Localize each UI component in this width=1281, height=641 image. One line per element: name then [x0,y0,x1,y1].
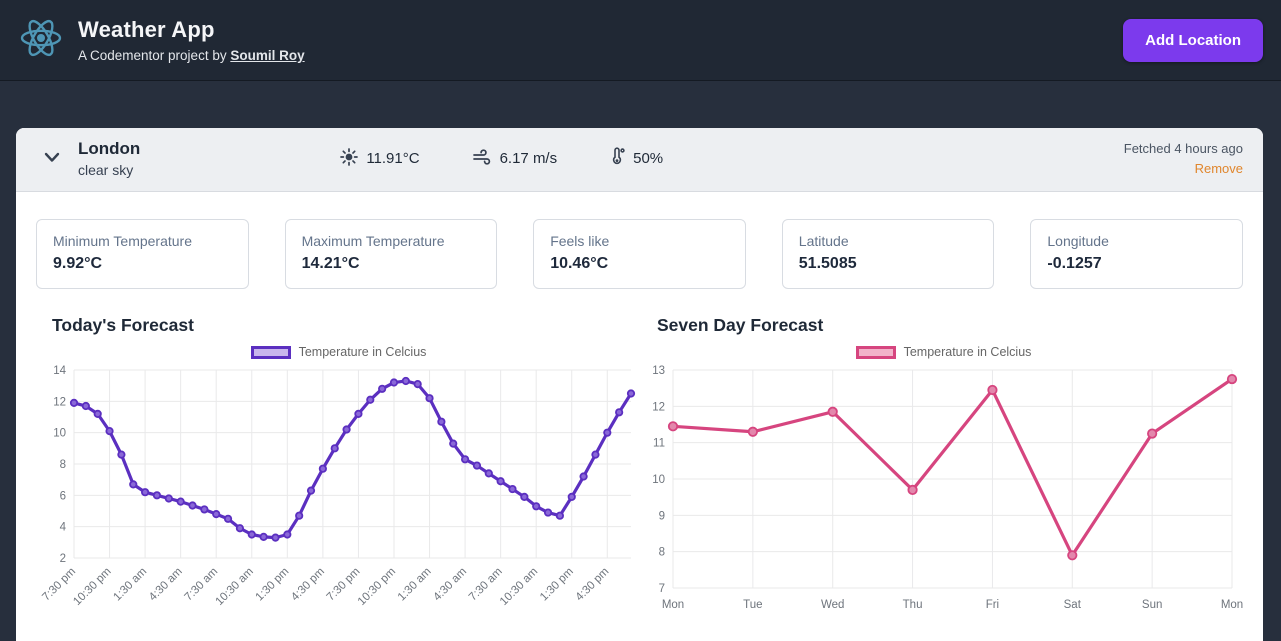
remove-link[interactable]: Remove [1194,161,1243,176]
react-logo-icon [18,15,64,66]
seven-day-forecast-title: Seven Day Forecast [657,315,824,335]
svg-text:4:30 pm: 4:30 pm [289,566,327,604]
svg-text:4: 4 [60,522,67,534]
svg-text:6: 6 [60,490,66,502]
svg-text:2: 2 [60,553,66,565]
stat-card-longitude: Longitude -0.1257 [1030,219,1243,289]
svg-text:1:30 am: 1:30 am [396,566,434,604]
legend-label: Temperature in Celcius [903,345,1032,359]
todays-forecast-panel: Today's Forecast Temperature in Celcius … [36,289,641,629]
sun-icon [340,147,359,170]
subtitle-prefix: A Codementor project by [78,48,231,63]
legend-label: Temperature in Celcius [298,345,427,359]
svg-text:10:30 am: 10:30 am [213,566,255,608]
stat-label: Latitude [798,233,849,249]
temperature-value: 11.91°C [366,150,420,167]
stat-label: Maximum Temperature [301,233,445,249]
current-temperature: 11.91°C [340,147,420,170]
stat-cards-row: Minimum Temperature 9.92°C Maximum Tempe… [16,192,1263,289]
stat-value: 51.5085 [798,255,857,272]
page-body: London clear sky [0,81,1281,641]
svg-text:Mon: Mon [662,599,684,611]
stat-value: 9.92°C [53,255,103,272]
add-location-button[interactable]: Add Location [1123,18,1263,62]
svg-text:4:30 pm: 4:30 pm [574,566,612,604]
svg-text:10:30 pm: 10:30 pm [71,566,113,608]
brand: Weather App A Codementor project by Soum… [18,15,305,66]
wind-icon [472,148,492,170]
svg-text:1:30 pm: 1:30 pm [254,566,292,604]
todays-forecast-title: Today's Forecast [52,315,194,335]
author-link[interactable]: Soumil Roy [230,48,305,63]
svg-text:10: 10 [53,428,66,440]
legend-swatch [250,345,291,359]
legend-swatch [855,345,896,359]
svg-text:12: 12 [53,396,66,408]
stat-value: 10.46°C [550,255,609,272]
svg-text:Wed: Wed [821,599,844,611]
svg-text:13: 13 [652,365,665,377]
svg-text:7: 7 [659,583,665,595]
todays-forecast-legend: Temperature in Celcius [36,342,641,362]
svg-text:10:30 am: 10:30 am [498,566,540,608]
charts-section: Today's Forecast Temperature in Celcius … [16,289,1263,629]
svg-text:Fri: Fri [986,599,999,611]
app-header: Weather App A Codementor project by Soum… [0,0,1281,81]
svg-text:9: 9 [659,510,665,522]
quick-stats: 11.91°C 6.17 m/s [340,147,663,170]
weather-condition: clear sky [78,162,134,178]
svg-text:14: 14 [53,365,66,377]
svg-text:10: 10 [652,474,665,486]
svg-text:4:30 am: 4:30 am [431,566,469,604]
seven-day-forecast-chart[interactable]: 7 8 9 10 11 12 13 Mon Tue Wed Thu Fri Sat Sun Mon [641,362,1246,624]
app-title: Weather App [78,17,215,42]
svg-text:Tue: Tue [743,599,762,611]
svg-text:11: 11 [653,438,665,450]
svg-text:1:30 am: 1:30 am [111,566,149,604]
wind-speed: 6.17 m/s [472,148,558,170]
svg-text:Thu: Thu [903,599,923,611]
stat-label: Longitude [1047,233,1109,249]
wind-value: 6.17 m/s [499,150,558,167]
chevron-down-icon[interactable] [38,143,66,174]
location-card-header: London clear sky [16,128,1263,192]
stat-card-min-temp: Minimum Temperature 9.92°C [36,219,249,289]
seven-day-forecast-panel: Seven Day Forecast Temperature in Celciu… [641,289,1246,629]
svg-text:Sat: Sat [1064,599,1082,611]
humidity: 50% [609,147,663,170]
svg-text:10:30 pm: 10:30 pm [356,566,398,608]
svg-text:1:30 pm: 1:30 pm [538,566,576,604]
svg-text:8: 8 [659,547,665,559]
svg-text:8: 8 [60,459,66,471]
thermometer-icon [609,147,625,170]
location-card: London clear sky [16,128,1263,641]
svg-text:Mon: Mon [1221,599,1243,611]
humidity-value: 50% [633,150,664,167]
fetched-timestamp: Fetched 4 hours ago [1123,141,1243,156]
stat-value: 14.21°C [301,255,360,272]
city-name: London [78,139,141,158]
svg-text:Sun: Sun [1142,599,1162,611]
stat-value: -0.1257 [1047,255,1102,272]
app-subtitle: A Codementor project by Soumil Roy [78,48,305,63]
svg-text:4:30 am: 4:30 am [147,566,185,604]
svg-text:12: 12 [652,401,665,413]
stat-card-max-temp: Maximum Temperature 14.21°C [284,219,498,289]
stat-card-latitude: Latitude 51.5085 [781,219,995,289]
stat-label: Minimum Temperature [53,233,193,249]
stat-label: Feels like [550,233,610,249]
stat-card-feels-like: Feels like 10.46°C [533,219,746,289]
seven-day-forecast-legend: Temperature in Celcius [641,342,1246,362]
